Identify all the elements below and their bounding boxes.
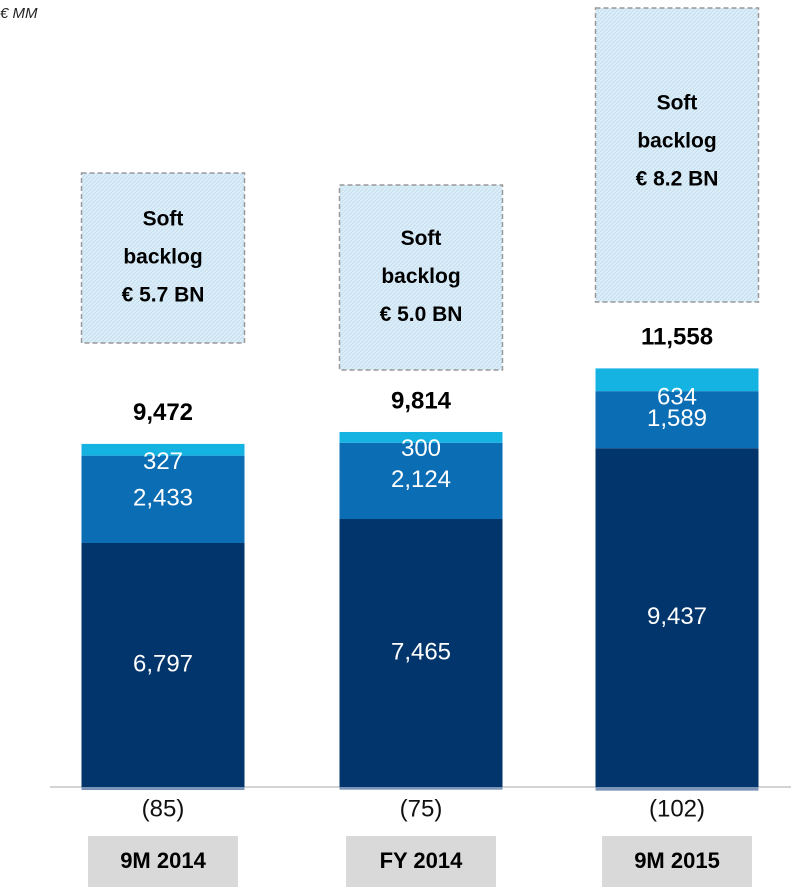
total-label: 9,814 (391, 387, 452, 414)
segment-label: (85) (142, 795, 185, 822)
backlog-box (80, 172, 246, 344)
segment-label: 7,465 (391, 638, 451, 665)
backlog-text: € 8.2 BN (636, 168, 719, 191)
backlog-text: backlog (381, 265, 460, 288)
bar-segment (339, 519, 503, 787)
category-box (88, 836, 238, 887)
segment-label: (75) (400, 795, 443, 822)
backlog-text: € 5.0 BN (380, 303, 463, 326)
segment-label: 2,124 (391, 466, 451, 493)
bar-segment (339, 431, 503, 443)
segment-label: (102) (649, 795, 705, 822)
segment-label: 6,797 (133, 650, 193, 677)
segment-label: 9,437 (647, 603, 707, 630)
category-box (346, 836, 496, 887)
category-box (602, 836, 752, 887)
backlog-text: € 5.7 BN (122, 284, 205, 307)
backlog-box (594, 7, 760, 303)
segment-label: 327 (143, 448, 183, 475)
segment-label: 634 (657, 384, 697, 411)
segment-label: 300 (401, 435, 441, 462)
total-label: 9,472 (133, 399, 193, 426)
bar-segment (339, 442, 503, 520)
backlog-text: Soft (401, 227, 442, 250)
segment-label: 1,589 (647, 405, 707, 432)
backlog-text: backlog (123, 246, 202, 269)
total-label: 11,558 (641, 324, 713, 351)
bar-segment (595, 368, 759, 392)
bar-segment (81, 455, 245, 543)
bar-segment (81, 787, 245, 791)
bar-segment (81, 542, 245, 787)
backlog-text: Soft (143, 208, 184, 231)
backlog-text: backlog (637, 130, 716, 153)
unit-label: € MM (0, 5, 38, 22)
backlog-text: Soft (657, 92, 698, 115)
x-tick-label: 9M 2015 (634, 848, 720, 873)
bar-segment (595, 448, 759, 787)
x-tick-label: 9M 2014 (120, 848, 206, 873)
segment-label: 2,433 (133, 485, 193, 512)
bar-segment (339, 787, 503, 790)
bar-segment (595, 787, 759, 791)
x-tick-label: FY 2014 (380, 848, 464, 873)
bar-segment (595, 391, 759, 449)
backlog-box (338, 184, 504, 371)
bar-segment (81, 443, 245, 456)
